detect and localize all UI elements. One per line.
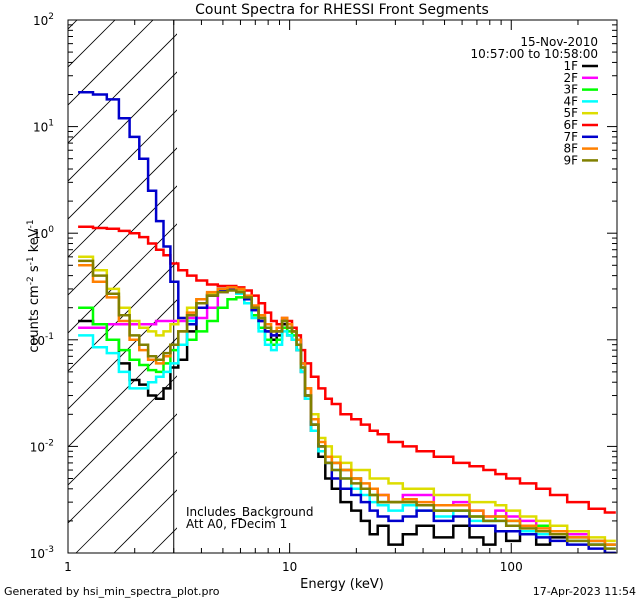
plot-frame: [67, 19, 618, 554]
series-4F: [78, 287, 616, 550]
legend-label-5F: 5F: [563, 106, 578, 120]
y-tick-label: 102: [33, 12, 54, 28]
footer-generated-by: Generated by hsi_min_spectra_plot.pro: [4, 585, 220, 598]
hatch-line: [68, 413, 177, 524]
series-2F: [78, 287, 616, 546]
background-hatched-region: [0, 0, 640, 553]
x-axis-label: Energy (keV): [300, 577, 384, 592]
hatch-line: [68, 185, 177, 296]
y-tick-label: 10-3: [30, 545, 54, 561]
y-tick-label: 10-2: [30, 438, 54, 454]
legend-time-range: 10:57:00 to 10:58:00: [471, 47, 598, 61]
hatch-line: [68, 20, 154, 106]
hatch-line: [68, 337, 177, 448]
legend-label-2F: 2F: [563, 71, 578, 85]
x-axis-ticks: 1 10 100: [64, 20, 618, 574]
legend-label-7F: 7F: [563, 130, 578, 144]
legend-date: 15-Nov-2010: [520, 35, 598, 49]
y-axis-label-main: counts cm: [27, 285, 42, 352]
legend-label-9F: 9F: [563, 153, 578, 167]
hatch-line: [228, 0, 640, 553]
x-tick-label: 100: [500, 560, 523, 574]
hatch-line: [266, 0, 640, 553]
y-axis-ticks: 10-3 10-2 10-1 100 101 102: [30, 12, 617, 561]
annotation-attenuator: Att A0, FDecim 1: [186, 517, 287, 531]
hatch-line: [68, 71, 177, 182]
legend-label-3F: 3F: [563, 83, 578, 97]
hatch-line: [68, 109, 177, 220]
series-layer: [78, 91, 616, 553]
hatch-line: [68, 20, 78, 30]
hatch-line: [75, 451, 177, 553]
y-tick-label: 101: [33, 119, 54, 135]
legend-label-6F: 6F: [563, 118, 578, 132]
legend: 15-Nov-2010 10:57:00 to 10:58:00 1F2F3F4…: [471, 35, 598, 167]
hatch-line: [68, 261, 177, 372]
hatch-line: [0, 0, 28, 553]
legend-label-4F: 4F: [563, 94, 578, 108]
legend-label-1F: 1F: [563, 59, 578, 73]
series-1F: [78, 287, 616, 553]
x-tick-label: 1: [64, 560, 72, 574]
hatch-line: [68, 33, 177, 144]
hatch-line: [68, 223, 177, 334]
hatch-line: [68, 375, 177, 486]
footer-date: 17-Apr-2023 11:54: [533, 585, 636, 598]
x-tick-label: 10: [282, 560, 297, 574]
y-axis-label: counts cm-2 s-1 keV-1: [26, 219, 42, 352]
y-tick-label: 100: [33, 225, 54, 241]
y-tick-label: 10-1: [30, 332, 54, 348]
chart-title: Count Spectra for RHESSI Front Segments: [195, 2, 489, 18]
series-9F: [78, 259, 616, 550]
legend-label-8F: 8F: [563, 142, 578, 156]
annotation-background: Includes_Background: [186, 505, 314, 519]
